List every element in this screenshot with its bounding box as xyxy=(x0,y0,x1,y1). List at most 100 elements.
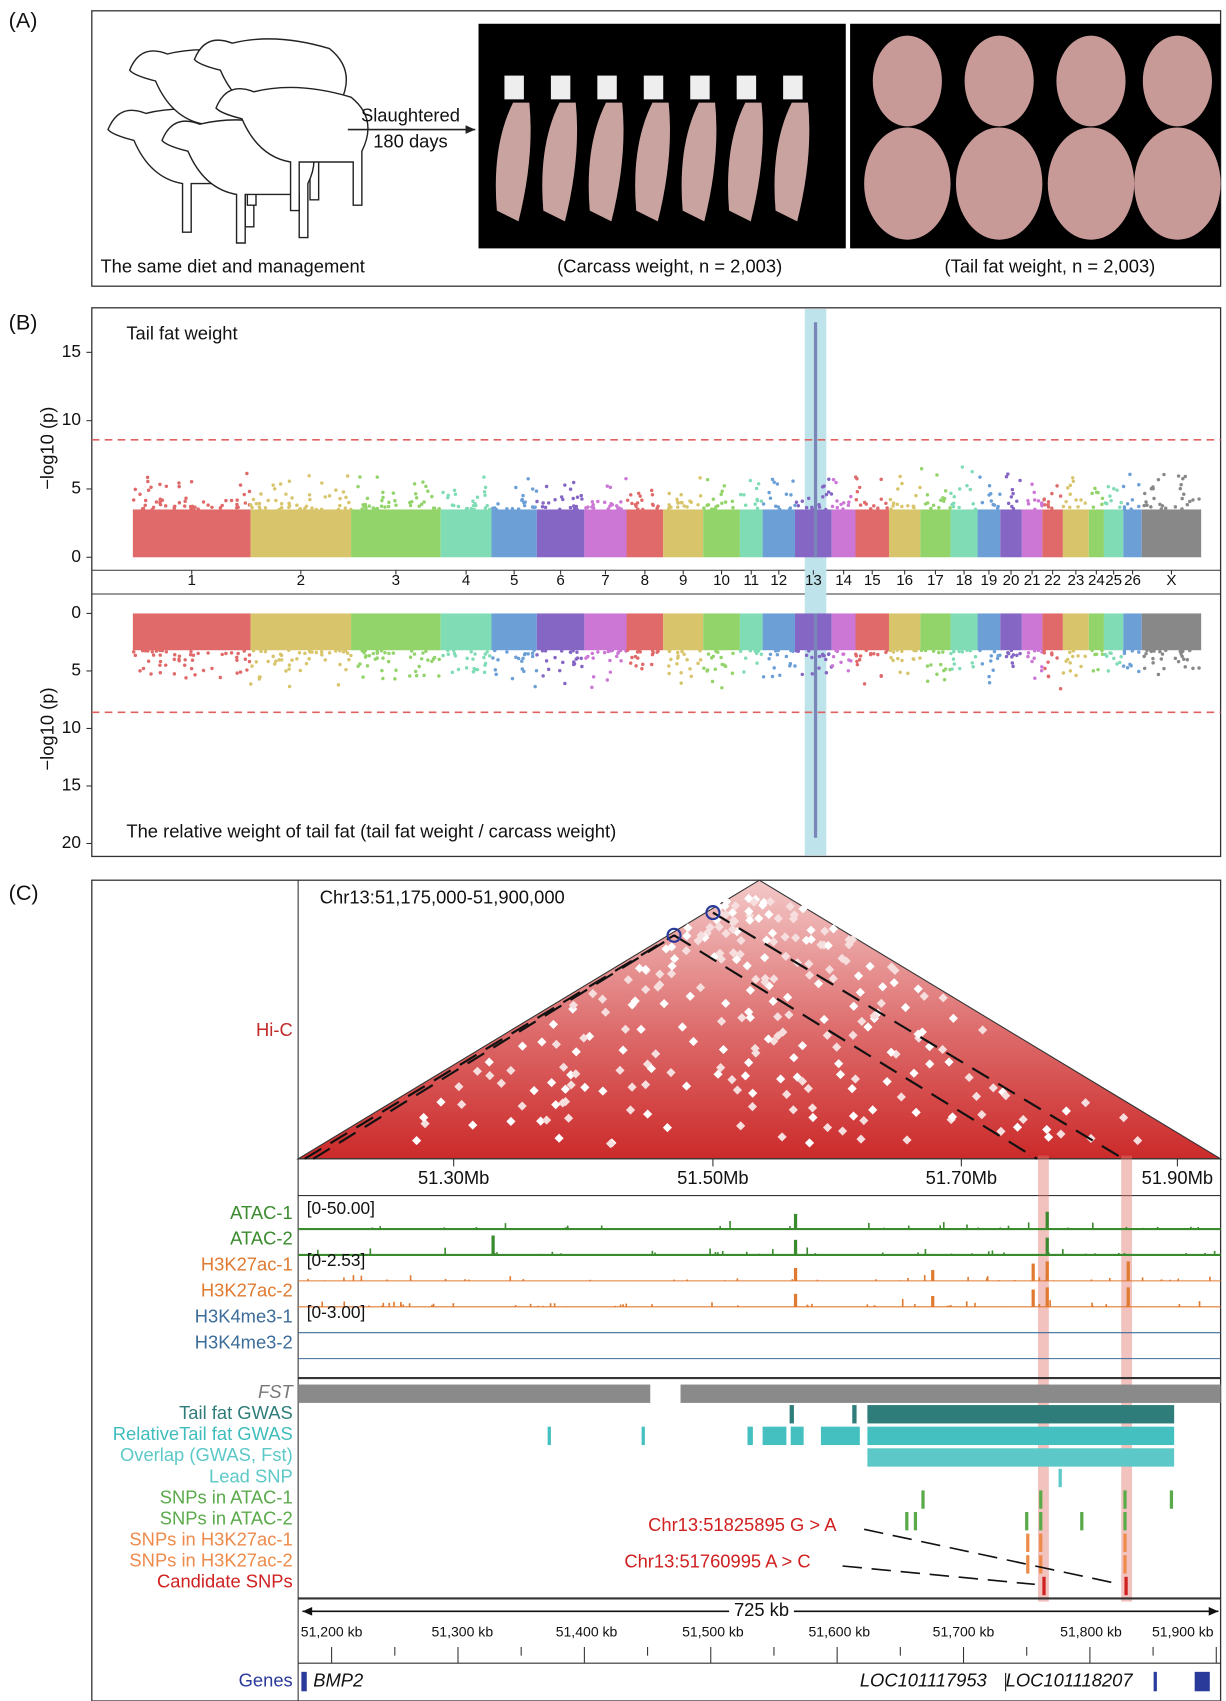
snp-dot xyxy=(710,656,713,659)
snp-dot xyxy=(822,484,825,487)
snp-dot xyxy=(347,658,350,661)
snp-mark xyxy=(1039,1490,1042,1508)
track-range: [0-2.53] xyxy=(307,1250,366,1270)
snp-dot xyxy=(189,650,192,653)
snp-dot xyxy=(949,652,952,655)
chrom-band xyxy=(441,613,492,650)
snp-dot xyxy=(288,480,291,483)
snp-dot xyxy=(1030,660,1033,663)
snp-dot xyxy=(324,495,327,498)
snp-dot xyxy=(271,483,274,486)
snp-dot xyxy=(626,649,629,652)
chrom-band xyxy=(763,613,795,650)
chrom-band xyxy=(1042,613,1063,650)
snp-dot xyxy=(978,475,981,478)
snp-mark xyxy=(1039,1534,1042,1552)
snp-mark xyxy=(1025,1512,1028,1530)
snp-dot xyxy=(1026,499,1029,502)
snp-dot xyxy=(143,504,146,507)
snp-dot xyxy=(488,654,491,657)
snp-dot xyxy=(969,488,972,491)
snp-dot xyxy=(454,493,457,496)
snp-dot xyxy=(990,654,993,657)
snp-dot xyxy=(993,503,996,506)
snp-dot xyxy=(906,504,909,507)
snp-dot xyxy=(685,658,688,661)
chrom-band xyxy=(703,509,740,557)
snp-dot xyxy=(596,500,599,503)
snp-dot xyxy=(183,658,186,661)
snp-dot xyxy=(1047,675,1050,678)
snp-dot xyxy=(865,649,868,652)
snp-dot xyxy=(426,658,429,661)
snp-dot xyxy=(243,493,246,496)
snp-dot xyxy=(392,491,395,494)
snp-dot xyxy=(279,653,282,656)
snp-dot xyxy=(472,667,475,670)
snp-dot xyxy=(553,498,556,501)
signal-spike xyxy=(1127,1261,1130,1280)
plot-title: Tail fat weight xyxy=(126,323,237,344)
signal-spike xyxy=(794,1294,797,1307)
snp-dot xyxy=(320,650,323,653)
snp-dot xyxy=(248,660,251,663)
snp-dot xyxy=(918,656,921,659)
snp-dot xyxy=(690,501,693,504)
gwas-bar xyxy=(642,1427,645,1445)
snp-dot xyxy=(1128,473,1131,476)
snp-dot xyxy=(990,499,993,502)
snp-dot xyxy=(1112,487,1115,490)
snp-dot xyxy=(184,496,187,499)
snp-dot xyxy=(789,662,792,665)
tail-fat xyxy=(956,127,1042,239)
snp-dot xyxy=(183,664,186,667)
chrom-label: X xyxy=(1166,572,1176,589)
snp-dot xyxy=(437,674,440,677)
snp-dot xyxy=(469,650,472,653)
snp-dot xyxy=(533,685,536,688)
snp-dot xyxy=(762,502,765,505)
snp-mark xyxy=(1026,1534,1029,1552)
snp-dot xyxy=(836,506,839,509)
snp-dot xyxy=(1126,502,1129,505)
snp-dot xyxy=(288,685,291,688)
snp-dot xyxy=(619,500,622,503)
chrom-band xyxy=(978,613,1001,650)
snp-dot xyxy=(944,489,947,492)
snp-dot xyxy=(245,472,248,475)
snp-dot xyxy=(1174,657,1177,660)
chrom-band xyxy=(584,509,626,557)
signal-spike xyxy=(1046,1261,1049,1280)
chrom-band xyxy=(441,509,492,557)
snp-dot xyxy=(451,503,454,506)
snp-dot xyxy=(1027,651,1030,654)
snp-dot xyxy=(958,667,961,670)
snp-dot xyxy=(230,499,233,502)
snp-dot xyxy=(824,508,827,511)
chrom-band xyxy=(663,613,703,650)
snp-dot xyxy=(832,478,835,481)
snp-dot xyxy=(1047,505,1050,508)
tail-fat xyxy=(864,127,950,239)
snp-dot xyxy=(1079,665,1082,668)
snp-dot xyxy=(795,501,798,504)
snp-dot xyxy=(1191,667,1194,670)
snp-dot xyxy=(522,670,525,673)
snp-dot xyxy=(338,649,341,652)
snp-dot xyxy=(138,669,141,672)
snp-dot xyxy=(159,653,162,656)
figure: (A)The same diet and managementSlaughter… xyxy=(0,0,1226,1701)
snp-dot xyxy=(210,667,213,670)
snp-dot xyxy=(134,654,137,657)
chrom-band xyxy=(703,613,740,650)
snp-dot xyxy=(531,655,534,658)
snp-dot xyxy=(248,653,251,656)
snp-dot xyxy=(298,651,301,654)
signal-spike xyxy=(931,1296,934,1307)
snp-dot xyxy=(863,682,866,685)
snp-dot xyxy=(380,649,383,652)
snp-dot xyxy=(239,670,242,673)
snp-dot xyxy=(607,507,610,510)
snp-dot xyxy=(134,488,137,491)
snp-dot xyxy=(146,480,149,483)
